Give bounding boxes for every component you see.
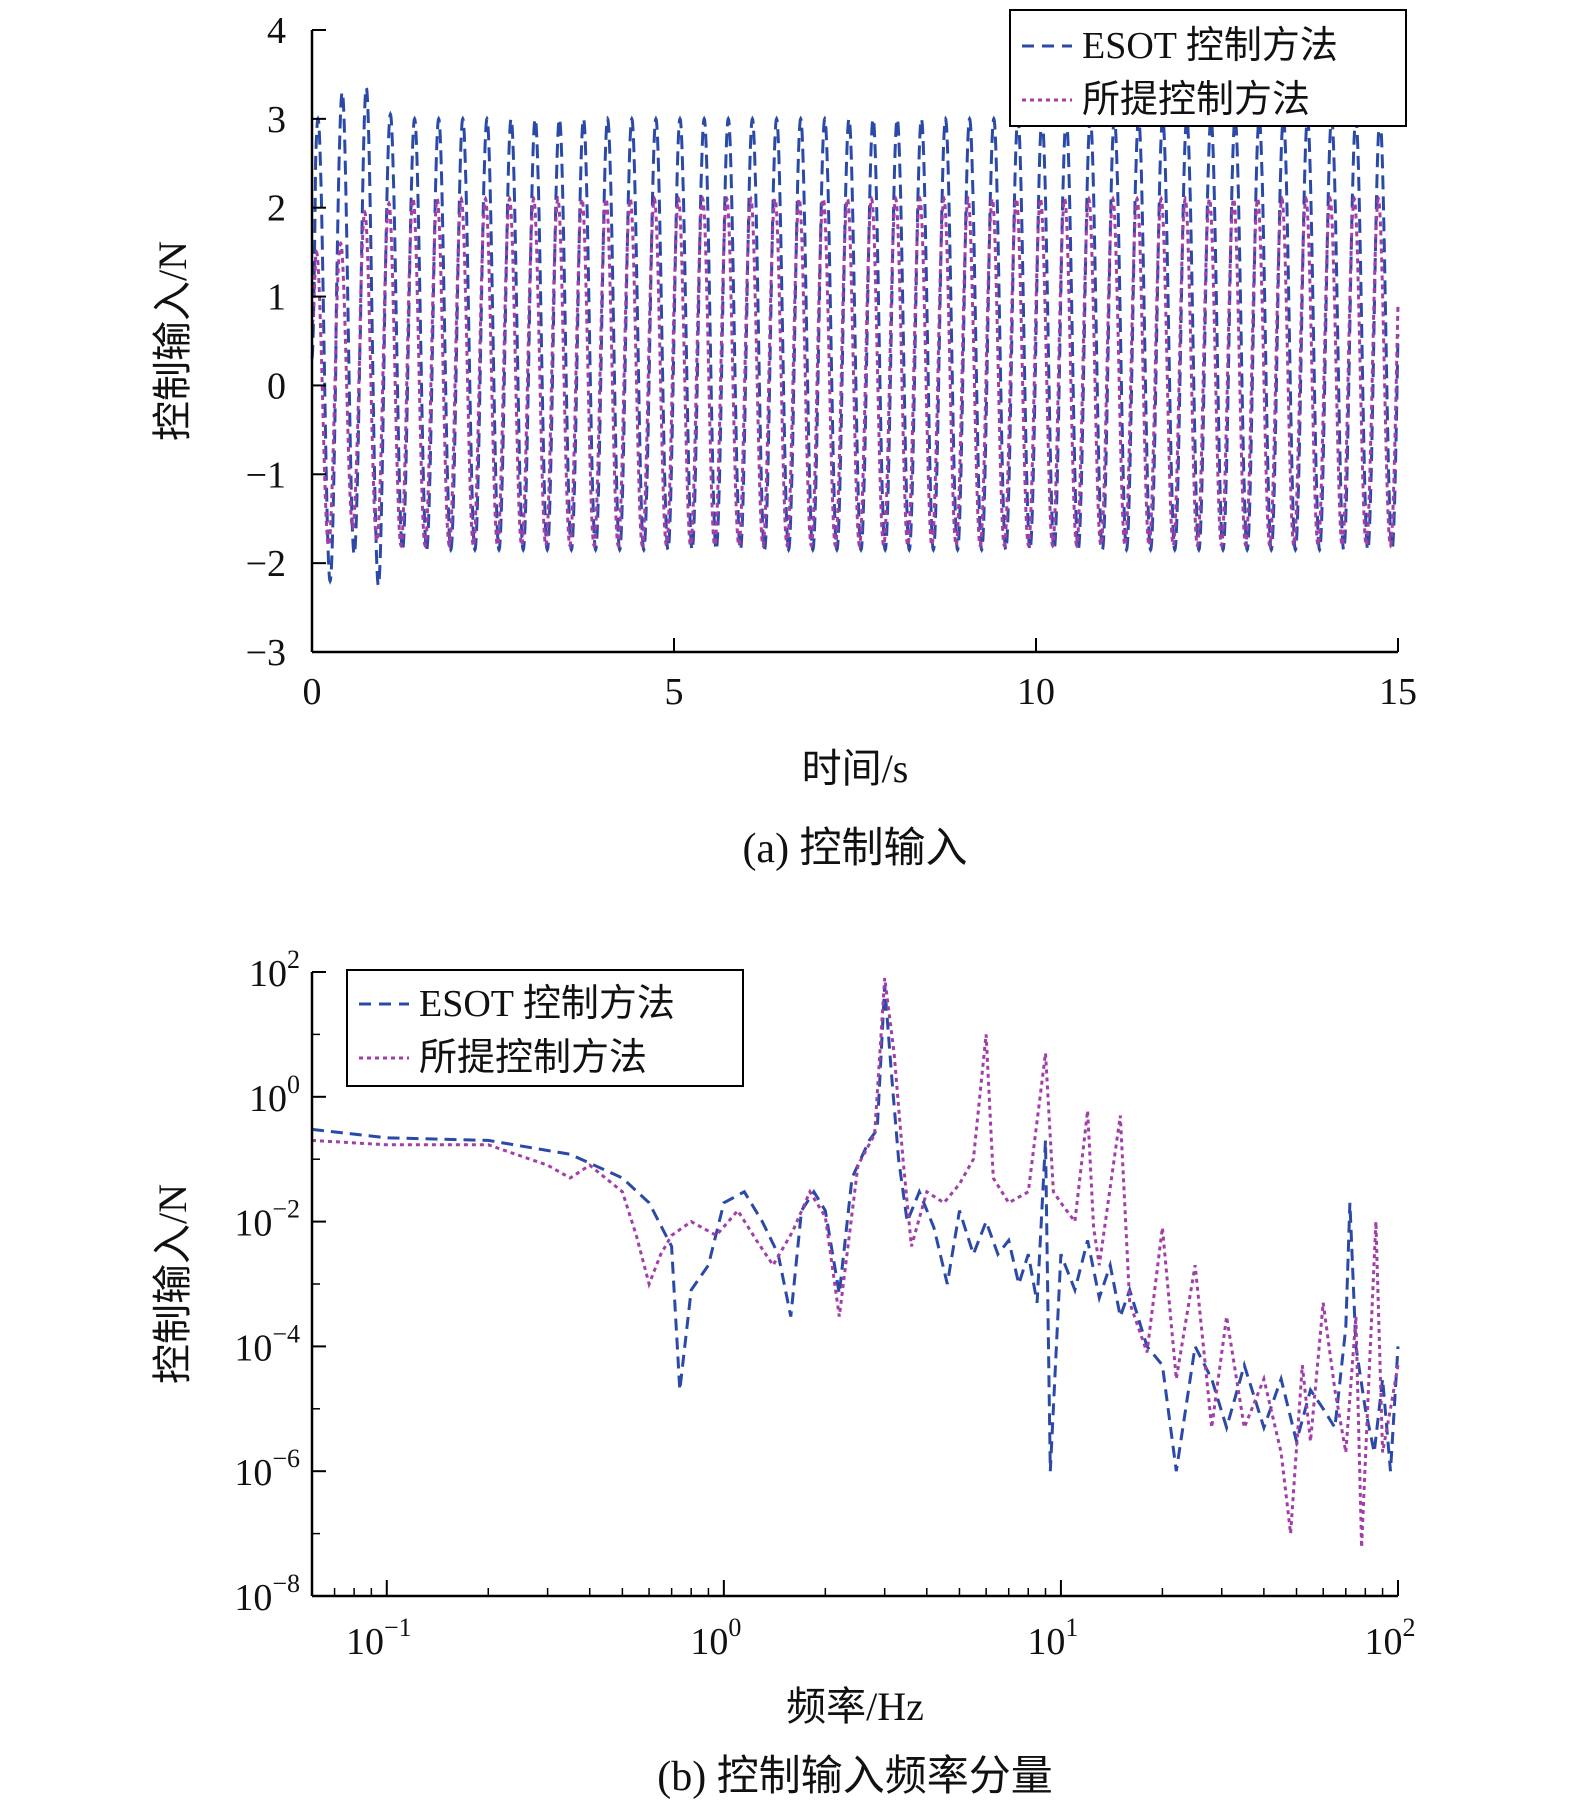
panel-b-legend-box: [346, 969, 744, 1087]
panel-a-legend: ESOT 控制方法 所提控制方法: [1009, 9, 1407, 127]
panel-a-y-tick-label: −2: [246, 543, 286, 585]
panel-a-x-tick-label: 5: [665, 671, 684, 713]
panel-b-y-tick-label: 10−2: [234, 1195, 300, 1245]
panel-b-y-ticks: 102 100 10−2 10−4 10−6 10−8: [234, 945, 326, 1619]
panel-a-series-proposed: [310, 195, 1400, 549]
panel-b-y-tick-label: 10−4: [234, 1319, 300, 1369]
panel-a-series-group: [310, 83, 1400, 590]
panel-a-caption: (a) 控制输入: [742, 826, 967, 872]
panel-b-x-tick-label: 102: [1365, 1613, 1416, 1663]
panel-a-legend-esot-label: ESOT 控制方法: [1082, 25, 1338, 67]
panel-b-y-label: 控制输入/N: [150, 1184, 195, 1384]
panel-b-y-tick-label: 102: [249, 945, 300, 995]
panel-b-x-label: 频率/Hz: [786, 1684, 924, 1729]
panel-b-legend-esot-label: ESOT 控制方法: [419, 983, 675, 1025]
panel-a-y-tick-label: −1: [246, 454, 286, 496]
panel-a-y-tick-label: 3: [267, 99, 286, 141]
panel-a-x-ticks: 0 5 10 15: [303, 638, 1417, 713]
panel-a-x-tick-label: 10: [1017, 671, 1055, 713]
panel-b-frequency-domain: 102 100 10−2 10−4 10−6 10−8 10−1 100 101 102 频率/…: [150, 945, 1416, 1800]
panel-a-legend-proposed-label: 所提控制方法: [1082, 79, 1310, 121]
panel-a-y-tick-label: 4: [267, 10, 286, 52]
panel-b-y-tick-label: 10−8: [234, 1569, 300, 1619]
panel-a-x-tick-label: 15: [1379, 671, 1417, 713]
panel-a-y-tick-label: 0: [267, 365, 286, 407]
panel-b-x-tick-label: 100: [690, 1613, 741, 1663]
panel-b-x-tick-label: 101: [1027, 1613, 1078, 1663]
panel-a-series-esot: [310, 83, 1400, 590]
panel-b-series-group: [311, 977, 1400, 1548]
panel-b-x-ticks: 10−1 100 101 102: [311, 1580, 1416, 1663]
panel-a-legend-box: [1009, 9, 1407, 127]
panel-a-x-tick-label: 0: [303, 671, 322, 713]
panel-a-y-label: 控制输入/N: [150, 241, 195, 441]
panel-b-y-tick-label: 10−6: [234, 1444, 300, 1494]
panel-a-y-tick-label: 2: [267, 188, 286, 230]
panel-b-x-tick-label: 10−1: [346, 1613, 412, 1663]
panel-b-legend: ESOT 控制方法 所提控制方法: [346, 969, 744, 1087]
panel-a-y-ticks: −3 −2 −1 0 1 2 3 4: [246, 10, 326, 674]
panel-b-legend-proposed-label: 所提控制方法: [419, 1037, 647, 1079]
panel-a-y-tick-label: 1: [267, 277, 286, 319]
panel-a-x-label: 时间/s: [802, 746, 909, 791]
panel-b-series-proposed: [311, 977, 1400, 1548]
panel-a-y-tick-label: −3: [246, 632, 286, 674]
panel-b-y-tick-label: 100: [249, 1070, 300, 1120]
panel-b-caption: (b) 控制输入频率分量: [657, 1753, 1052, 1800]
